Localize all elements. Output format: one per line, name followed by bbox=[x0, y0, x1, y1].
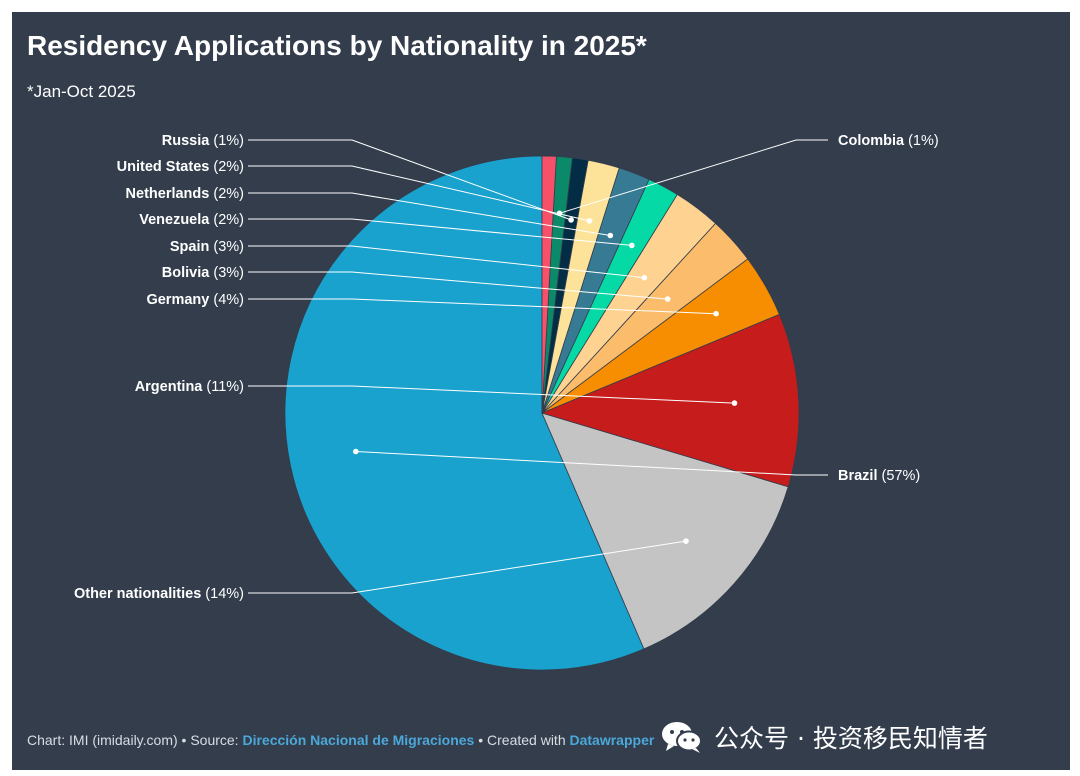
chart-title: Residency Applications by Nationality in… bbox=[27, 30, 647, 61]
chart-subtitle: *Jan-Oct 2025 bbox=[27, 82, 136, 101]
leader-dot-spain bbox=[641, 274, 648, 281]
slice-label-bolivia: Bolivia (3%) bbox=[162, 265, 244, 281]
leader-line-bolivia bbox=[248, 271, 668, 300]
leader-line-brazil bbox=[355, 451, 828, 476]
leader-line-argentina bbox=[248, 385, 735, 404]
slice-label-netherlands: Netherlands (2%) bbox=[126, 186, 244, 202]
slice-label-venezuela: Venezuela (2%) bbox=[139, 212, 244, 228]
chart-footer: Chart: IMI (imidaily.com) • Source: Dire… bbox=[27, 732, 654, 748]
slice-label-russia: Russia (1%) bbox=[162, 133, 244, 149]
wechat-icon bbox=[662, 722, 702, 753]
leader-line-spain bbox=[248, 245, 645, 279]
leader-dot-germany bbox=[713, 310, 719, 317]
leader-dot-venezuela bbox=[629, 242, 635, 249]
datawrapper-link[interactable]: Datawrapper bbox=[569, 732, 655, 748]
slice-label-spain: Spain (3%) bbox=[170, 239, 244, 255]
watermark-text: 公众号 · 投资移民知情者 bbox=[714, 724, 988, 753]
leader-line-venezuela bbox=[248, 218, 632, 246]
pie-slice-other-nationalities bbox=[541, 412, 789, 650]
leader-dot-russia bbox=[568, 217, 574, 223]
pie-slice-other bbox=[541, 155, 557, 414]
leader-line-germany bbox=[248, 298, 717, 315]
leader-line-netherlands bbox=[248, 192, 611, 236]
label-leader-lines bbox=[248, 139, 828, 594]
slice-label-germany: Germany (4%) bbox=[146, 292, 244, 308]
slice-label-colombia: Colombia (1%) bbox=[838, 133, 939, 149]
watermark: 公众号 · 投资移民知情者 bbox=[658, 714, 988, 760]
pie-slices bbox=[284, 155, 800, 671]
footer-created: • Created with bbox=[474, 732, 570, 748]
pie-chart: Brazil (57%) Other nationalities (14%) Arg… bbox=[74, 133, 939, 671]
slice-label-argentina: Argentina (11%) bbox=[135, 379, 244, 395]
leader-dot-netherlands bbox=[607, 232, 614, 239]
leader-dot-bolivia bbox=[664, 296, 671, 302]
leader-dot-colombia bbox=[556, 210, 563, 217]
pie-slice-brazil bbox=[284, 155, 645, 671]
slice-label-brazil: Brazil (57%) bbox=[838, 468, 920, 484]
leader-dot-other-nationalities bbox=[683, 538, 689, 544]
leader-line-colombia bbox=[559, 139, 828, 214]
slice-label-united-states: United States (2%) bbox=[117, 159, 244, 175]
source-link[interactable]: Dirección Nacional de Migraciones bbox=[242, 732, 475, 748]
leader-line-russia bbox=[248, 139, 572, 221]
pie-labels: Brazil (57%) Other nationalities (14%) Arg… bbox=[74, 133, 939, 602]
footer-credit: Chart: IMI (imidaily.com) • Source: bbox=[27, 732, 243, 748]
slice-label-other-nationalities: Other nationalities (14%) bbox=[74, 586, 244, 602]
leader-line-united-states bbox=[248, 165, 590, 222]
leader-line-other-nationalities bbox=[248, 540, 687, 594]
leader-dot-brazil bbox=[353, 448, 359, 455]
leader-dot-argentina bbox=[731, 400, 738, 406]
leader-dot-united-states bbox=[586, 218, 593, 224]
chart-card: Residency Applications by Nationality in… bbox=[12, 12, 1070, 770]
